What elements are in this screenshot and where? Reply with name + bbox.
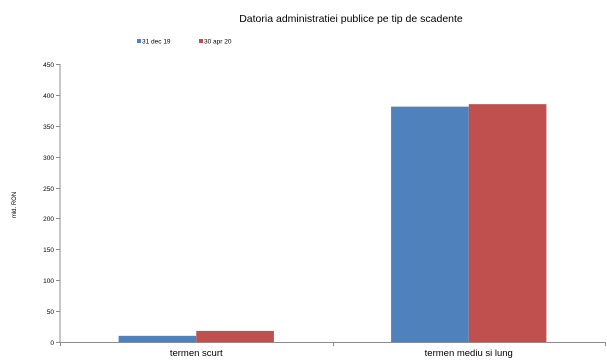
y-tick-label: 0 xyxy=(50,340,54,347)
x-axis: termen scurt termen mediu si lung xyxy=(60,342,606,359)
y-tick-label: 350 xyxy=(43,124,54,131)
y-axis-label: mld. RON xyxy=(12,192,18,218)
x-category-label: termen scurt xyxy=(170,348,223,359)
y-tick-label: 450 xyxy=(43,62,54,69)
y-tick-label: 50 xyxy=(47,309,55,316)
legend-label-1: 30 apr 20 xyxy=(204,39,232,46)
legend-swatch-1 xyxy=(199,39,203,43)
y-tick-label: 100 xyxy=(43,278,54,285)
y-axis: 0 50 100 150 200 250 300 350 400 450 xyxy=(43,62,61,347)
bar-30-apr-20-termen-mediu-si-lung xyxy=(468,104,547,343)
chart-legend: 31 dec 19 30 apr 20 xyxy=(137,39,232,46)
y-tick-label: 200 xyxy=(43,216,54,223)
legend-label-0: 31 dec 19 xyxy=(142,39,171,46)
y-tick-label: 300 xyxy=(43,155,54,162)
y-tick-label: 150 xyxy=(43,247,54,254)
legend-swatch-0 xyxy=(137,39,141,43)
bar-30-apr-20-termen-scurt xyxy=(196,330,274,342)
bar-31-dec-19-termen-scurt xyxy=(118,335,197,342)
chart-title: Datoria administratiei publice pe tip de… xyxy=(239,13,463,25)
x-category-label: termen mediu si lung xyxy=(425,348,513,359)
bar-31-dec-19-termen-mediu-si-lung xyxy=(391,106,469,342)
y-tick-label: 250 xyxy=(43,186,54,193)
y-tick-label: 400 xyxy=(43,93,54,100)
bars-group xyxy=(118,104,547,343)
